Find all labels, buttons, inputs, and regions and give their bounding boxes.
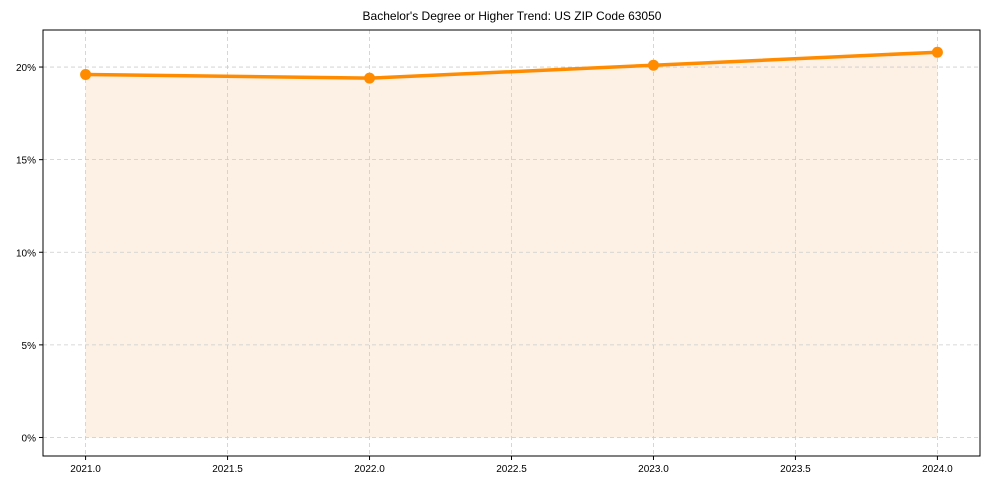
y-tick-label: 10% — [16, 248, 36, 259]
x-tick-label: 2023.5 — [780, 464, 811, 475]
x-tick-label: 2024.0 — [922, 464, 953, 475]
data-point-marker — [931, 46, 943, 58]
chart-title: Bachelor's Degree or Higher Trend: US ZI… — [363, 9, 662, 23]
x-tick-label: 2021.5 — [212, 464, 243, 475]
data-point-marker — [80, 68, 92, 80]
x-tick-label: 2023.0 — [638, 464, 669, 475]
data-point-marker — [647, 59, 659, 71]
data-point-marker — [364, 72, 376, 84]
x-tick-label: 2021.0 — [70, 464, 101, 475]
x-tick-label: 2022.0 — [354, 464, 385, 475]
y-tick-label: 20% — [16, 63, 36, 74]
plot-area: 2021.0 2021.5 2022.0 2022.5 2023.0 2023.5 2024… — [16, 29, 981, 475]
y-tick-label: 0% — [22, 433, 37, 444]
y-tick-label: 15% — [16, 156, 36, 167]
x-tick-label: 2022.5 — [496, 464, 527, 475]
data-line — [85, 50, 938, 80]
area-fill — [85, 52, 938, 438]
y-tick-label: 5% — [22, 341, 37, 352]
